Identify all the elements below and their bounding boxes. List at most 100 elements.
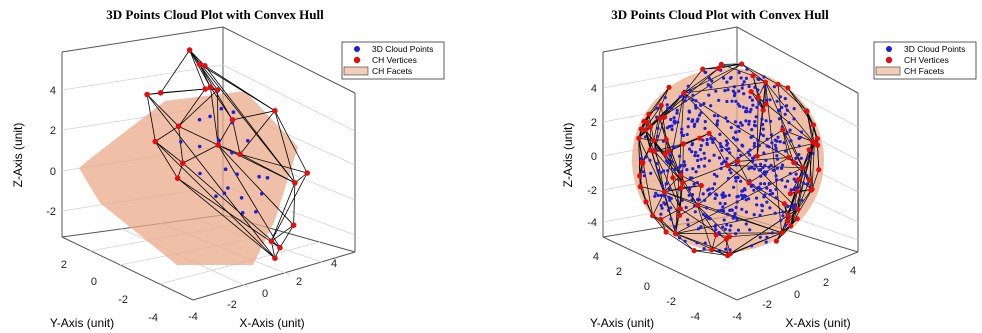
hull-vertex xyxy=(636,135,642,141)
cloud-point xyxy=(697,164,701,168)
cloud-point xyxy=(723,202,727,206)
cloud-point xyxy=(685,168,689,172)
cloud-point xyxy=(696,227,701,231)
cloud-point xyxy=(769,163,773,167)
cloud-point xyxy=(670,127,674,132)
cloud-point xyxy=(662,169,666,173)
hull-facet-edge xyxy=(806,110,813,142)
cloud-point xyxy=(723,89,727,93)
cloud-point xyxy=(690,150,694,154)
hull-facet-edge xyxy=(155,141,276,259)
cloud-point xyxy=(680,198,684,202)
cloud-point xyxy=(777,117,782,121)
cloud-point xyxy=(788,172,792,176)
hull-vertex xyxy=(272,108,278,114)
hull-vertex xyxy=(700,66,706,72)
hull-vertex xyxy=(691,248,697,254)
cloud-point xyxy=(730,99,734,103)
cloud-point xyxy=(226,186,230,190)
hull-facet-edge xyxy=(271,172,308,242)
cloud-point xyxy=(792,188,796,192)
cloud-point xyxy=(223,167,228,171)
hull-vertex xyxy=(773,238,780,244)
hull-vertex xyxy=(637,184,643,190)
cloud-point xyxy=(760,209,764,213)
cloud-point xyxy=(240,211,245,215)
hull-facet-edge xyxy=(697,205,717,235)
cloud-point xyxy=(734,179,738,183)
cloud-point xyxy=(792,107,796,111)
cloud-point xyxy=(780,163,785,167)
cloud-point xyxy=(734,130,738,134)
hull-vertex xyxy=(739,61,745,67)
cloud-point xyxy=(257,174,261,179)
cloud-point xyxy=(768,192,772,197)
cloud-point xyxy=(755,105,759,109)
hull-vertex xyxy=(795,206,801,212)
cloud-point xyxy=(768,189,773,193)
cloud-point xyxy=(764,240,768,244)
cloud-point xyxy=(735,200,739,204)
cloud-point xyxy=(711,187,715,191)
legend-label: CH Facets xyxy=(904,66,944,76)
legend-marker-cloud xyxy=(886,46,892,52)
hull-vertex xyxy=(760,107,766,113)
hull-facet-edge xyxy=(741,63,766,83)
hull-vertex xyxy=(207,84,214,90)
cloud-point xyxy=(767,181,771,186)
hull-vertex xyxy=(641,118,647,125)
cloud-point xyxy=(703,156,707,160)
hull-facet-edge xyxy=(694,250,728,256)
hull-vertex xyxy=(639,161,646,167)
cloud-point xyxy=(742,80,746,84)
cloud-point xyxy=(686,218,690,222)
z-axis-label: Z-Axis (unit) xyxy=(11,123,25,188)
cloud-point xyxy=(198,171,202,176)
cloud-point xyxy=(665,126,670,130)
cloud-point xyxy=(717,156,722,160)
cloud-point xyxy=(740,86,744,90)
cloud-point xyxy=(761,122,765,127)
hull-facet-edge xyxy=(644,129,665,192)
cloud-point xyxy=(739,121,743,125)
cloud-point xyxy=(707,93,711,97)
hull-vertex xyxy=(637,173,643,179)
y-axis-ticks: 2 0 -2 -4 xyxy=(61,259,158,324)
cloud-point xyxy=(219,106,224,111)
hull-vertex xyxy=(642,127,648,133)
cloud-point xyxy=(742,92,746,96)
cloud-point xyxy=(792,177,796,181)
z-tick-label: 2 xyxy=(591,117,597,129)
cloud-point xyxy=(708,217,712,221)
cloud-point xyxy=(688,176,693,180)
cloud-point xyxy=(764,98,769,102)
cloud-point xyxy=(758,235,762,239)
legend-marker-vertex xyxy=(353,56,361,64)
hull-vertex xyxy=(680,141,686,147)
hull-facet-edge xyxy=(802,143,815,168)
cloud-point xyxy=(724,116,728,120)
cloud-point xyxy=(748,95,752,99)
cloud-point xyxy=(782,141,786,145)
cloud-point xyxy=(666,169,670,173)
hull-facet-edge xyxy=(787,87,807,111)
cloud-point xyxy=(683,239,687,243)
cloud-point xyxy=(761,165,765,170)
cloud-point xyxy=(716,209,721,213)
cloud-point xyxy=(771,168,775,172)
cloud-point xyxy=(673,121,677,125)
cloud-point xyxy=(769,133,774,137)
cloud-point xyxy=(686,223,690,227)
cloud-point xyxy=(754,163,758,167)
hull-facet-edge xyxy=(638,138,654,216)
cloud-point xyxy=(732,85,737,89)
hull-facet-edge xyxy=(279,224,294,248)
cloud-point xyxy=(805,174,809,178)
hull-facet-edge xyxy=(750,91,764,111)
hull-facet-edge xyxy=(748,157,789,184)
hull-vertex xyxy=(175,123,182,130)
hull-vertex xyxy=(268,238,275,244)
cloud-point xyxy=(670,124,674,128)
cloud-point xyxy=(701,138,705,142)
cloud-point xyxy=(687,193,691,197)
